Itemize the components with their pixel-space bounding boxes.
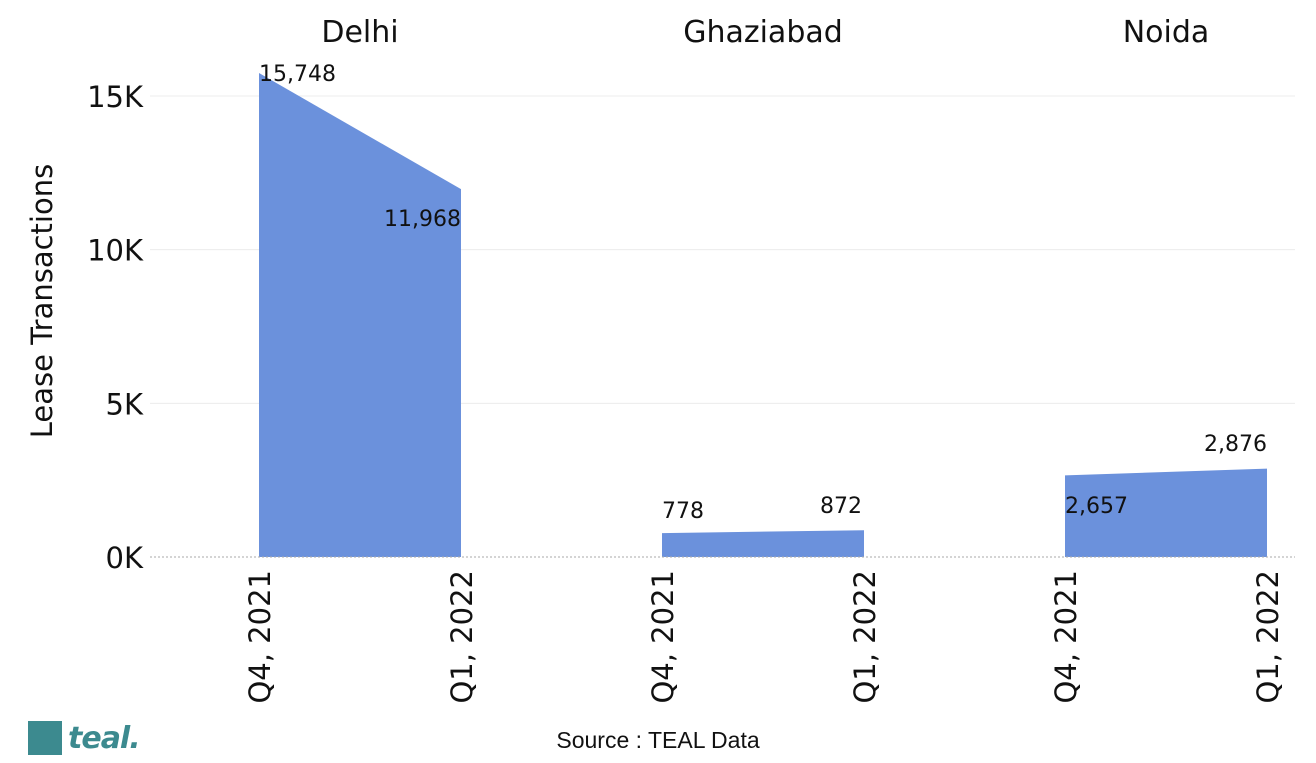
data-label: 11,968: [384, 207, 461, 232]
y-axis-label: Lease Transactions: [25, 164, 59, 438]
data-label: 15,748: [259, 62, 336, 87]
area-delhi: [259, 73, 461, 557]
y-tick-label: 5K: [106, 387, 144, 421]
area-ghaziabad: [662, 530, 864, 557]
logo-mark-icon: [28, 721, 62, 755]
x-tick-label: Q4, 2021: [243, 570, 277, 704]
panel-title: Ghaziabad: [683, 15, 843, 50]
data-label: 778: [662, 499, 704, 524]
teal-logo: teal.: [28, 720, 141, 756]
y-tick-label: 15K: [87, 80, 144, 114]
y-tick-label: 10K: [87, 234, 144, 268]
panel-title: Delhi: [321, 15, 398, 50]
x-tick-label: Q1, 2022: [848, 570, 882, 704]
x-tick-label: Q1, 2022: [445, 570, 479, 704]
x-tick-label: Q4, 2021: [646, 570, 680, 704]
data-label: 2,657: [1065, 494, 1128, 519]
x-tick-label: Q4, 2021: [1049, 570, 1083, 704]
source-note: Source : TEAL Data: [556, 727, 760, 753]
x-tick-label: Q1, 2022: [1251, 570, 1285, 704]
panel-title: Noida: [1123, 15, 1210, 50]
data-label: 2,876: [1204, 432, 1267, 457]
y-tick-label: 0K: [106, 541, 144, 575]
area-noida: [1065, 468, 1267, 557]
logo-text: teal.: [68, 720, 141, 756]
data-label: 872: [820, 494, 862, 519]
